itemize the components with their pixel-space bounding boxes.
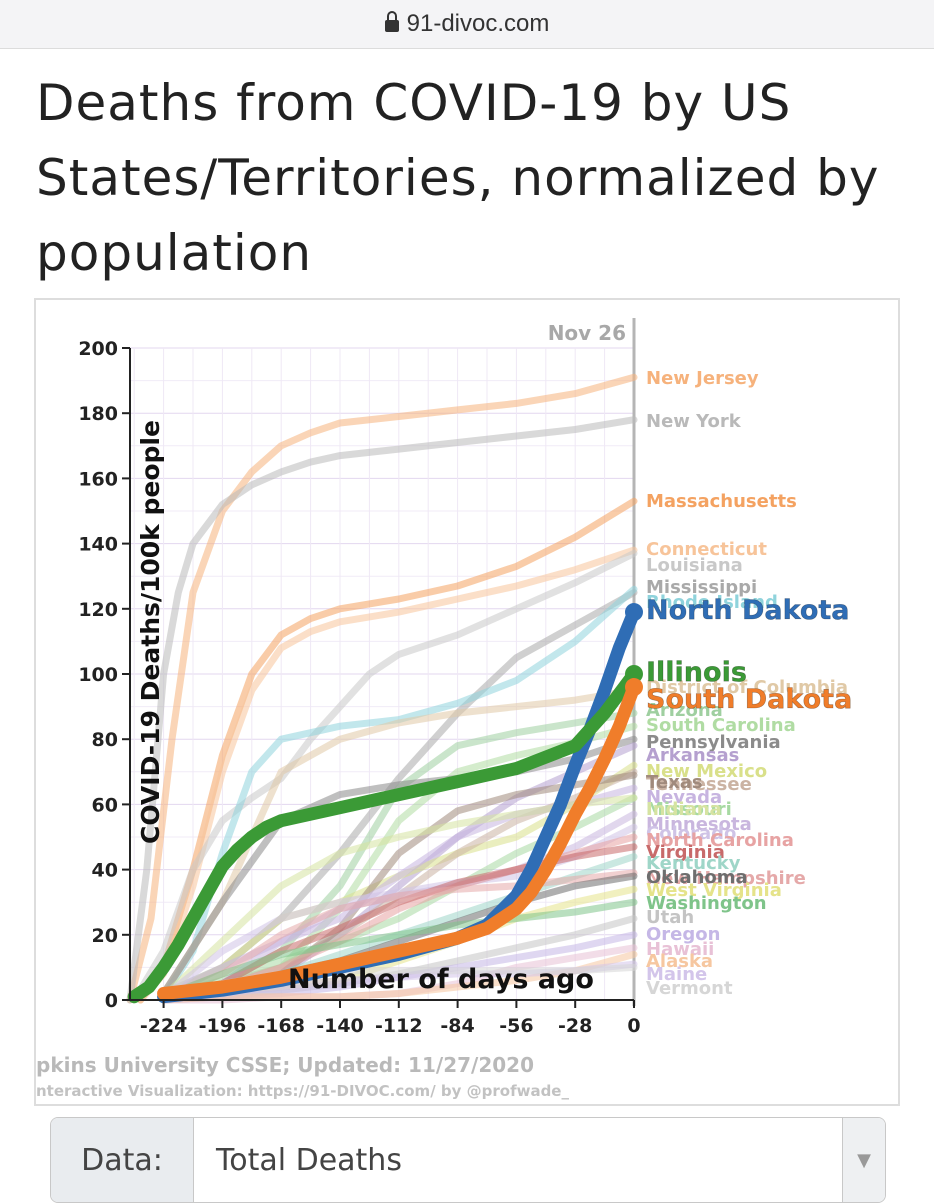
series-label-maine: Maine bbox=[646, 964, 707, 985]
series-line-louisiana bbox=[130, 549, 638, 1004]
series-label-minnesota: Minnesota bbox=[646, 814, 752, 835]
x-tick-label: -224 bbox=[140, 1015, 188, 1037]
y-tick-label: 100 bbox=[78, 664, 118, 686]
y-tick-label: 60 bbox=[92, 794, 118, 816]
series-label-kentucky: Kentucky bbox=[646, 853, 741, 874]
y-tick-label: 0 bbox=[105, 990, 118, 1012]
x-tick-label: -56 bbox=[499, 1015, 533, 1037]
series-label-mississippi: Mississippi bbox=[646, 577, 757, 598]
series-line-pennsylvania bbox=[160, 735, 638, 997]
series-endpoint-south-dakota bbox=[625, 678, 643, 697]
series-line-new-york bbox=[126, 416, 638, 1004]
series-label-connecticut: Connecticut bbox=[646, 539, 767, 560]
series-label-arkansas: Arkansas bbox=[646, 745, 739, 766]
series-label-missouri: Missouri bbox=[646, 799, 732, 820]
series-label-rhode-island: Rhode Island bbox=[646, 592, 778, 613]
series-label-west-virginia: West Virginia bbox=[646, 880, 782, 901]
series-line-washington bbox=[160, 898, 638, 1001]
series-label-pennsylvania: Pennsylvania bbox=[646, 732, 781, 753]
chart-frame[interactable]: Nov 26 0 20 40 60 80 100 120 140 160 180 200 -224 -19… bbox=[34, 298, 900, 1106]
series-label-south-dakota: South Dakota bbox=[646, 684, 852, 715]
y-tick-label: 80 bbox=[92, 729, 118, 751]
date-marker-label: Nov 26 bbox=[548, 321, 626, 345]
chevron-down-icon[interactable]: ▼ bbox=[842, 1118, 885, 1202]
series-label-new-york: New York bbox=[646, 411, 742, 432]
series-label-texas: Texas bbox=[646, 772, 703, 793]
series-label-utah: Utah bbox=[646, 907, 694, 928]
x-tick-label: -84 bbox=[440, 1015, 474, 1037]
series-endpoint-illinois bbox=[625, 665, 643, 683]
x-tick-label: -28 bbox=[558, 1015, 592, 1037]
series-label-north-carolina: North Carolina bbox=[646, 830, 794, 851]
series-label-arizona: Arizona bbox=[646, 700, 723, 721]
series-line-connecticut bbox=[137, 546, 638, 1004]
y-tick-label: 180 bbox=[78, 403, 118, 425]
chart[interactable]: Nov 26 0 20 40 60 80 100 120 140 160 180 200 -224 -19… bbox=[36, 300, 898, 1104]
x-tick-label: -112 bbox=[375, 1015, 423, 1037]
y-tick-label: 40 bbox=[92, 860, 118, 882]
x-axis-label: Number of days ago bbox=[288, 964, 594, 995]
series-label-oregon: Oregon bbox=[646, 924, 720, 945]
series-line-new-hampshire bbox=[160, 869, 638, 1001]
series-line-illinois bbox=[127, 667, 641, 1004]
series-label-oklahoma: Oklahoma bbox=[646, 867, 748, 888]
credit-note: nteractive Visualization: https://91-DIV… bbox=[36, 1082, 569, 1100]
url-text: 91-divoc.com bbox=[406, 10, 550, 37]
x-tick-label: -168 bbox=[257, 1015, 305, 1037]
y-tick-label: 200 bbox=[78, 338, 118, 360]
series-label-massachusetts: Massachusetts bbox=[646, 491, 797, 512]
series-label-washington: Washington bbox=[646, 893, 767, 914]
series-label-district-of-columbia: District of Columbia bbox=[646, 677, 848, 698]
series-label-north-dakota: North Dakota bbox=[646, 595, 850, 626]
data-select[interactable]: Data: Total Deaths ▼ bbox=[50, 1117, 886, 1203]
series-label-indiana: Indiana bbox=[646, 799, 722, 820]
series-label-nevada: Nevada bbox=[646, 787, 722, 808]
series-label-colorado: Colorado bbox=[646, 823, 736, 844]
y-tick-label: 140 bbox=[78, 534, 118, 556]
series-label-new-hampshire: New Hampshire bbox=[646, 868, 806, 889]
series-line-new-jersey bbox=[126, 373, 638, 1004]
y-tick-label: 120 bbox=[78, 599, 118, 621]
series-endpoint-north-dakota bbox=[625, 603, 643, 622]
series-label-louisiana: Louisiana bbox=[646, 555, 743, 576]
series-label-tennessee: Tennessee bbox=[646, 774, 752, 795]
data-select-value[interactable]: Total Deaths bbox=[216, 1142, 402, 1178]
lock-icon bbox=[384, 11, 399, 32]
series-label-hawaii: Hawaii bbox=[646, 939, 714, 960]
series-label-alaska: Alaska bbox=[646, 951, 713, 972]
series-line-district-of-columbia bbox=[160, 686, 638, 997]
data-select-label: Data: bbox=[51, 1118, 194, 1202]
series-label-new-mexico: New Mexico bbox=[646, 761, 767, 782]
x-tick-label: -196 bbox=[199, 1015, 247, 1037]
browser-url-bar[interactable]: 91-divoc.com bbox=[0, 0, 934, 49]
y-axis-label: COVID-19 Deaths/100k people bbox=[136, 420, 165, 844]
series-label-vermont: Vermont bbox=[646, 978, 733, 999]
x-tick-label: 0 bbox=[627, 1015, 640, 1037]
series-label-new-jersey: New Jersey bbox=[646, 368, 759, 389]
series-label-south-carolina: South Carolina bbox=[646, 715, 796, 736]
series-line-south-dakota bbox=[157, 680, 641, 1000]
page-title: Deaths from COVID-19 by US States/Territ… bbox=[36, 74, 880, 282]
x-tick-label: -140 bbox=[316, 1015, 364, 1037]
series-label-virginia: Virginia bbox=[646, 842, 725, 863]
source-note: pkins University CSSE; Updated: 11/27/20… bbox=[36, 1053, 534, 1077]
series-label-illinois: Illinois bbox=[646, 657, 747, 688]
y-tick-label: 20 bbox=[92, 925, 118, 947]
y-tick-label: 160 bbox=[78, 468, 118, 490]
